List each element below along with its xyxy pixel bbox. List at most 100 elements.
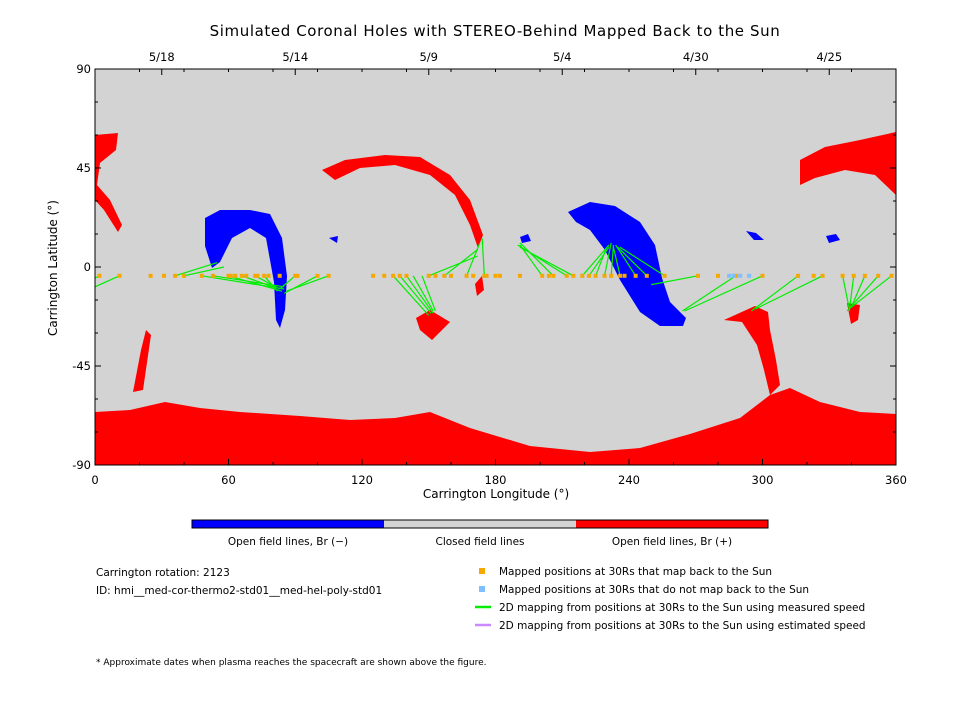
measured-line-19 (443, 248, 479, 277)
mapped-point-44 (586, 273, 591, 278)
mapped-point-11 (239, 273, 244, 278)
region-positive-southern-lobe (724, 306, 780, 395)
region-positive-north-east (800, 132, 896, 195)
region-negative-small-near-330 (826, 234, 840, 243)
closed-field-background (95, 69, 896, 465)
colorbar-label-1: Closed field lines (435, 536, 524, 548)
colorbar-frame (191, 519, 769, 529)
region-negative-small-near-190 (520, 234, 531, 243)
measured-line-28 (595, 246, 608, 277)
measured-line-15 (406, 275, 434, 314)
mapped-point-5 (182, 273, 186, 278)
mapped-point-20 (315, 273, 320, 278)
mapped-point-7 (210, 273, 215, 278)
colorbar-segment-1 (384, 520, 576, 528)
date-label: 5/9 (419, 50, 438, 64)
mapped-point-53 (695, 273, 700, 278)
coronal-hole-regions (95, 132, 896, 465)
footnote: * Approximate dates when plasma reaches … (96, 658, 487, 668)
measured-line-23 (519, 242, 554, 277)
measured-line-2 (174, 262, 218, 277)
mapped-point-54 (716, 273, 720, 278)
mapped-point-41 (564, 273, 569, 278)
measured-line-29 (603, 242, 612, 276)
mapped-point-13 (253, 273, 258, 278)
mapped-point-34 (484, 273, 489, 278)
measured-line-40 (842, 275, 850, 309)
x-tick-label: 300 (752, 473, 774, 487)
unmapped-point-0 (727, 273, 732, 278)
colorbar: Open field lines, Br (−) Closed field lin… (191, 519, 769, 548)
mapped-point-50 (633, 273, 638, 278)
legend-marker-1 (479, 586, 485, 592)
measured-line-8 (254, 275, 280, 290)
mapped-point-3 (161, 273, 166, 278)
region-negative-small-near-300 (746, 231, 764, 240)
measured-line-30 (610, 244, 615, 276)
mapped-point-25 (397, 273, 402, 278)
mapped-point-47 (609, 273, 614, 278)
mapped-point-48 (618, 273, 623, 278)
mapped-point-57 (796, 273, 801, 278)
chart-title: Simulated Coronal Holes with STEREO-Behi… (210, 22, 781, 40)
x-tick-label: 360 (885, 473, 907, 487)
plot-area (94, 68, 897, 466)
mapped-point-9 (228, 273, 233, 278)
mapped-point-36 (497, 273, 502, 278)
mapped-point-19 (295, 273, 300, 278)
x-axis-label: Carrington Longitude (°) (423, 487, 569, 501)
measured-line-12 (286, 275, 329, 292)
measured-line-42 (850, 275, 866, 307)
legend-label-0: Mapped positions at 30Rs that map back t… (499, 566, 772, 578)
measured-line-44 (848, 275, 892, 310)
mapping-lines (94, 238, 892, 316)
measured-line-38 (751, 275, 799, 312)
colorbar-label-0: Open field lines, Br (−) (228, 536, 348, 548)
legend: Mapped positions at 30Rs that map back t… (475, 566, 866, 632)
legend-label-1: Mapped positions at 30Rs that do not map… (499, 584, 809, 596)
y-tick-label: 90 (76, 62, 91, 76)
measured-line-35 (651, 275, 699, 286)
mapped-point-56 (760, 273, 765, 278)
region-negative-small-near-130 (329, 236, 338, 243)
mapped-point-55 (733, 273, 738, 278)
legend-marker-0 (479, 568, 485, 574)
y-tick-label: 0 (84, 260, 91, 274)
unmapped-point-1 (731, 273, 736, 278)
mapped-point-1 (117, 273, 122, 278)
axes: 0 60 120 180 240 300 360 90 45 0 -45 -90 5/18 5/14 5/9… (72, 50, 907, 487)
legend-label-3: 2D mapping from positions at 30Rs to the… (499, 620, 866, 632)
unmapped-point-3 (747, 273, 752, 278)
measured-line-6 (228, 275, 283, 292)
mapped-point-8 (226, 273, 231, 278)
region-negative-hole-west (205, 210, 287, 328)
region-positive-sliver (133, 330, 151, 392)
measured-line-13 (392, 275, 430, 316)
mapped-point-2 (148, 273, 153, 278)
mapped-point-27 (426, 273, 431, 278)
mapped-point-59 (820, 273, 825, 278)
mapped-point-17 (277, 273, 282, 278)
mapped-point-45 (593, 273, 598, 278)
mapped-point-33 (482, 273, 487, 278)
mapped-point-22 (371, 273, 376, 278)
measured-line-36 (682, 275, 737, 312)
mapped-point-12 (244, 273, 249, 278)
mapped-point-28 (433, 273, 438, 278)
region-south-polar-cap (95, 388, 896, 465)
mapped-point-30 (449, 273, 453, 278)
measured-line-9 (263, 275, 278, 292)
mapped-point-0 (97, 273, 102, 278)
measured-line-37 (684, 275, 763, 312)
region-positive-hole-west-north (95, 133, 122, 232)
y-tick-label: -90 (72, 458, 91, 472)
mapped-point-62 (862, 273, 867, 278)
measured-line-17 (421, 275, 436, 312)
mapped-point-61 (851, 273, 856, 278)
y-axis-label: Carrington Latitude (°) (46, 200, 60, 336)
carrington-rotation-label: Carrington rotation: 2123 (96, 567, 230, 579)
x-tick-label: 120 (351, 473, 373, 487)
mapped-point-32 (471, 273, 476, 278)
mapped-point-37 (517, 273, 522, 278)
